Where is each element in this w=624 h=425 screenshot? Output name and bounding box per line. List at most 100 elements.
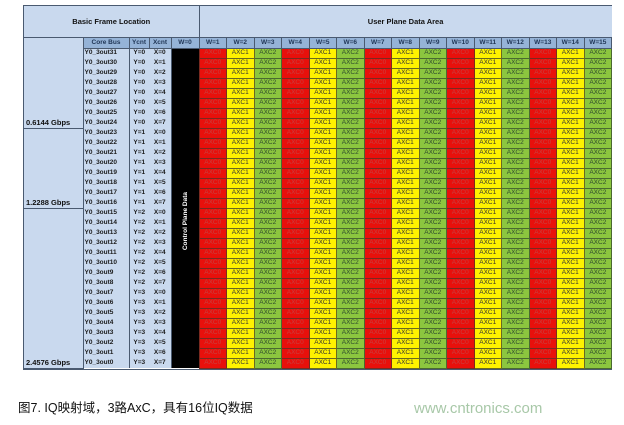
axc0-cell: AXC0	[198, 77, 228, 89]
axc0-cell: AXC0	[363, 77, 393, 89]
axc2-cell: AXC2	[336, 247, 365, 259]
axc1-cell: AXC1	[556, 227, 585, 239]
xcnt-cell: X=1	[149, 138, 172, 148]
axc0-cell: AXC0	[528, 147, 558, 159]
axc1-cell: AXC1	[226, 137, 255, 149]
axc1-cell: AXC1	[226, 317, 255, 329]
axc0-cell: AXC0	[281, 177, 310, 189]
axc0-cell: AXC0	[528, 47, 558, 59]
axc1-cell: AXC1	[391, 117, 420, 129]
axc2-cell: AXC2	[253, 187, 283, 199]
axc0-cell: AXC0	[363, 337, 393, 349]
axc1-cell: AXC1	[391, 107, 420, 119]
ycnt-cell: Y=0	[128, 58, 149, 68]
axc1-cell: AXC1	[226, 57, 255, 69]
axc0-cell: AXC0	[198, 137, 228, 149]
axc0-cell: AXC0	[528, 357, 558, 369]
axc2-cell: AXC2	[336, 327, 365, 339]
axc0-cell: AXC0	[528, 337, 558, 349]
axc2-cell: AXC2	[418, 307, 448, 319]
ycnt-cell: Y=3	[128, 338, 149, 348]
axc0-cell: AXC0	[281, 117, 310, 129]
axc0-cell: AXC0	[528, 297, 558, 309]
table-row: Y0_3out29 Y=0 X=2 AXC0 AXC1 AXC2 AXC0 AXC1 AXC2 A…	[24, 67, 613, 79]
axc2-cell: AXC2	[583, 207, 613, 219]
core-bus-cell: Y0_3out16	[83, 198, 130, 208]
figure-caption: 图7. IQ映射域，3路AxC，具有16位IQ数据	[18, 401, 253, 415]
axc0-cell: AXC0	[281, 157, 310, 169]
core-bus-cell: Y0_3out3	[83, 328, 130, 338]
axc0-cell: AXC0	[281, 217, 310, 229]
axc2-cell: AXC2	[418, 117, 448, 129]
col-w15: W=15	[583, 36, 613, 49]
axc1-cell: AXC1	[226, 147, 255, 159]
axc2-cell: AXC2	[253, 227, 283, 239]
col-w1: W=1	[198, 36, 228, 49]
axc0-cell: AXC0	[198, 247, 228, 259]
xcnt-cell: X=6	[149, 268, 172, 278]
axc0-cell: AXC0	[198, 217, 228, 229]
axc1-cell: AXC1	[226, 217, 255, 229]
xcnt-cell: X=3	[149, 238, 172, 248]
xcnt-cell: X=3	[149, 318, 172, 328]
axc0-cell: AXC0	[281, 227, 310, 239]
axc2-cell: AXC2	[253, 247, 283, 259]
axc1-cell: AXC1	[391, 167, 420, 179]
axc2-cell: AXC2	[253, 47, 283, 59]
axc2-cell: AXC2	[583, 197, 613, 209]
axc1-cell: AXC1	[556, 57, 585, 69]
ycnt-cell: Y=0	[128, 108, 149, 118]
axc1-cell: AXC1	[391, 347, 420, 359]
ycnt-cell: Y=0	[128, 78, 149, 88]
axc2-cell: AXC2	[253, 157, 283, 169]
axc0-cell: AXC0	[363, 127, 393, 139]
axc1-cell: AXC1	[473, 97, 503, 109]
xcnt-cell: X=0	[149, 128, 172, 138]
axc0-cell: AXC0	[281, 357, 310, 369]
axc2-cell: AXC2	[583, 137, 613, 149]
axc0-cell: AXC0	[281, 207, 310, 219]
axc0-cell: AXC0	[446, 287, 475, 299]
axc0-cell: AXC0	[198, 57, 228, 69]
axc1-cell: AXC1	[556, 127, 585, 139]
axc1-cell: AXC1	[226, 67, 255, 79]
axc1-cell: AXC1	[308, 67, 338, 79]
axc0-cell: AXC0	[198, 277, 228, 289]
axc2-cell: AXC2	[501, 67, 530, 79]
axc1-cell: AXC1	[391, 287, 420, 299]
axc2-cell: AXC2	[501, 327, 530, 339]
axc0-cell: AXC0	[281, 317, 310, 329]
axc0-cell: AXC0	[198, 257, 228, 269]
axc1-cell: AXC1	[226, 87, 255, 99]
axc0-cell: AXC0	[528, 227, 558, 239]
axc2-cell: AXC2	[583, 97, 613, 109]
axc2-cell: AXC2	[501, 257, 530, 269]
axc1-cell: AXC1	[473, 327, 503, 339]
axc2-cell: AXC2	[253, 197, 283, 209]
table-row: Y0_3out3 Y=3 X=4 AXC0 AXC1 AXC2 AXC0 AXC1 AXC2 AX…	[24, 327, 613, 339]
axc0-cell: AXC0	[281, 237, 310, 249]
col-w2: W=2	[226, 36, 255, 49]
axc1-cell: AXC1	[226, 337, 255, 349]
axc2-cell: AXC2	[336, 277, 365, 289]
axc1-cell: AXC1	[473, 357, 503, 369]
axc2-cell: AXC2	[253, 307, 283, 319]
axc0-cell: AXC0	[198, 267, 228, 279]
axc1-cell: AXC1	[473, 87, 503, 99]
core-bus-cell: Y0_3out12	[83, 238, 130, 248]
axc1-cell: AXC1	[308, 317, 338, 329]
axc2-cell: AXC2	[253, 127, 283, 139]
axc0-cell: AXC0	[281, 67, 310, 79]
axc2-cell: AXC2	[418, 167, 448, 179]
axc2-cell: AXC2	[501, 307, 530, 319]
axc2-cell: AXC2	[336, 257, 365, 269]
axc0-cell: AXC0	[363, 57, 393, 69]
axc0-cell: AXC0	[281, 347, 310, 359]
axc0-cell: AXC0	[281, 97, 310, 109]
axc0-cell: AXC0	[281, 257, 310, 269]
line-rate-label: 0.6144 Gbps	[24, 48, 84, 129]
xcnt-cell: X=5	[149, 258, 172, 268]
axc1-cell: AXC1	[556, 197, 585, 209]
axc2-cell: AXC2	[583, 47, 613, 59]
ycnt-cell: Y=0	[128, 68, 149, 78]
